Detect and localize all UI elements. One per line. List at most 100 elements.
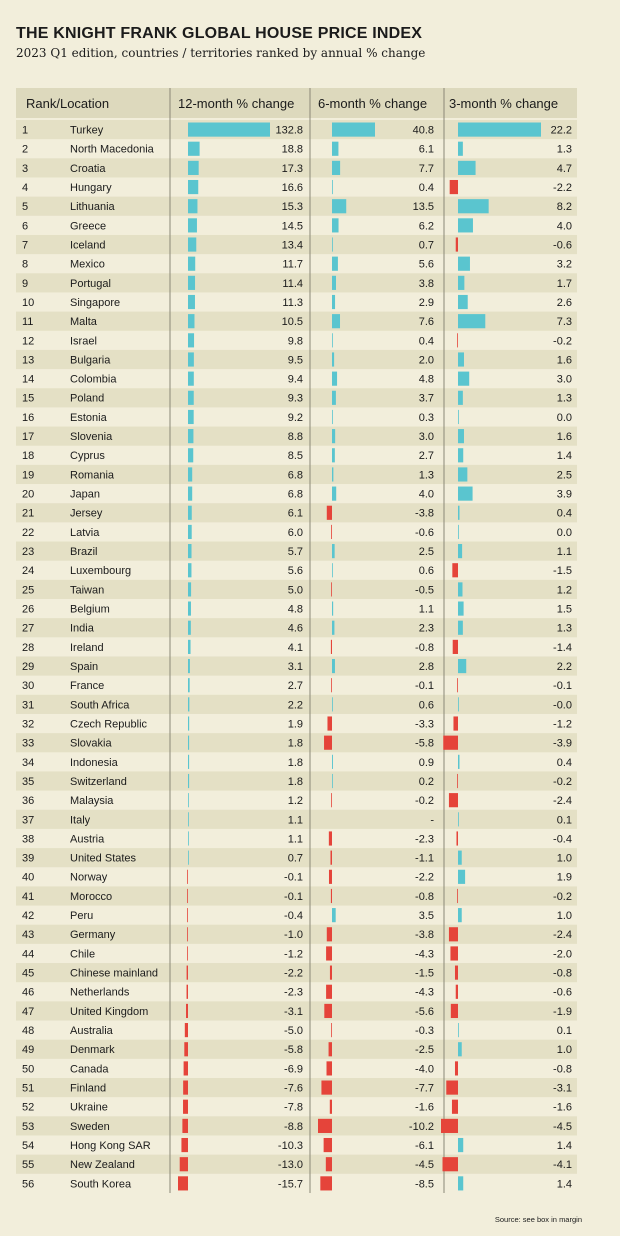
value-label-m12: 2.7 (288, 680, 303, 692)
value-label-m6: -10.2 (409, 1121, 434, 1133)
value-label-m3: -1.9 (553, 1006, 572, 1018)
value-label-m6: 13.5 (413, 201, 434, 213)
value-label-m6: -0.2 (415, 795, 434, 807)
bar-m12 (181, 1137, 188, 1153)
value-label-m6: 0.4 (419, 335, 434, 347)
value-label-m3: 0.4 (557, 508, 572, 520)
bar-m6 (332, 908, 336, 923)
bar-m3 (458, 314, 486, 329)
value-label-m12: 1.1 (288, 814, 303, 826)
value-label-m6: -2.2 (415, 872, 434, 884)
value-label-m6: -2.5 (415, 1044, 434, 1056)
bar-m3 (448, 927, 458, 942)
value-label-m6: 1.3 (419, 469, 434, 481)
value-label-m12: -15.7 (278, 1178, 303, 1190)
bar-m12 (188, 237, 197, 252)
bar-m12 (184, 1023, 188, 1038)
bar-m3 (458, 1042, 462, 1057)
rank-label: 30 (22, 680, 34, 692)
bar-m3 (458, 697, 459, 712)
value-label-m6: -7.7 (415, 1083, 434, 1095)
bar-m12 (188, 620, 191, 635)
bar-m12 (187, 946, 188, 961)
value-label-m12: 8.8 (288, 431, 303, 443)
bar-m3 (458, 256, 470, 271)
value-label-m6: 6.1 (419, 144, 434, 156)
bar-m6 (332, 314, 341, 329)
location-label: India (70, 623, 95, 635)
location-label: Sweden (70, 1121, 110, 1133)
location-label: Estonia (70, 412, 108, 424)
value-label-m6: 0.3 (419, 412, 434, 424)
location-label: Colombia (70, 374, 117, 386)
bar-m6 (332, 544, 335, 559)
bar-m6 (332, 275, 337, 290)
bar-m6 (326, 927, 332, 942)
bar-m6 (332, 237, 333, 252)
bar-m6 (330, 888, 332, 904)
bar-m12 (188, 371, 194, 386)
header-band (16, 88, 577, 118)
row-band (16, 120, 577, 140)
row-band (16, 1001, 577, 1021)
value-label-m12: 9.2 (288, 412, 303, 424)
bar-m3 (443, 735, 458, 750)
row-band (16, 1116, 577, 1136)
value-label-m3: 2.6 (557, 297, 572, 309)
bar-m6 (320, 1176, 332, 1191)
value-label-m3: 1.6 (557, 354, 572, 366)
value-label-m12: 5.0 (288, 584, 303, 596)
value-label-m6: -4.5 (415, 1159, 434, 1171)
bar-m3 (454, 965, 458, 980)
bar-m3 (458, 390, 463, 405)
bar-m3 (441, 1118, 458, 1133)
value-label-m6: -5.6 (415, 1006, 434, 1018)
value-label-m6: 7.7 (419, 163, 434, 175)
bar-m3 (458, 620, 463, 635)
value-label-m3: -0.6 (553, 239, 572, 251)
value-label-m6: -4.3 (415, 948, 434, 960)
value-label-m6: 0.7 (419, 239, 434, 251)
location-label: Norway (70, 872, 108, 884)
value-label-m12: 2.2 (288, 699, 303, 711)
value-label-m3: -0.1 (553, 680, 572, 692)
value-label-m3: -2.0 (553, 948, 572, 960)
bar-m6 (330, 639, 332, 654)
value-label-m3: 0.1 (557, 1025, 572, 1037)
value-label-m6: -0.5 (415, 584, 434, 596)
rank-label: 39 (22, 853, 34, 865)
value-label-m3: 1.6 (557, 431, 572, 443)
value-label-m12: -5.8 (284, 1044, 303, 1056)
value-label-m12: 5.7 (288, 546, 303, 558)
value-label-m6: -1.5 (415, 968, 434, 980)
bar-m6 (326, 505, 332, 520)
value-label-m6: 5.6 (419, 259, 434, 271)
bar-m6 (332, 141, 339, 156)
bar-m12 (188, 716, 190, 731)
row-band (16, 196, 577, 216)
value-label-m6: 0.6 (419, 699, 434, 711)
location-label: Greece (70, 220, 106, 232)
value-label-m12: -2.2 (284, 968, 303, 980)
value-label-m6: -1.6 (415, 1102, 434, 1114)
row-band (16, 579, 577, 599)
rank-label: 5 (22, 201, 28, 213)
value-label-m6: -0.8 (415, 891, 434, 903)
bar-m6 (331, 524, 332, 540)
value-label-m3: 4.7 (557, 163, 572, 175)
column-header: 6-month % change (318, 96, 427, 111)
rank-label: 42 (22, 910, 34, 922)
bar-m6 (332, 256, 338, 271)
location-label: Hungary (70, 182, 112, 194)
rank-label: 29 (22, 661, 34, 673)
value-label-m3: 0.1 (557, 814, 572, 826)
row-band (16, 1039, 577, 1059)
value-label-m3: 1.4 (557, 1140, 572, 1152)
bar-m3 (457, 773, 458, 789)
rank-label: 32 (22, 718, 34, 730)
location-label: Netherlands (70, 987, 130, 999)
bar-m12 (186, 984, 188, 999)
bar-m3 (457, 888, 458, 904)
value-label-m3: 22.2 (551, 125, 572, 137)
